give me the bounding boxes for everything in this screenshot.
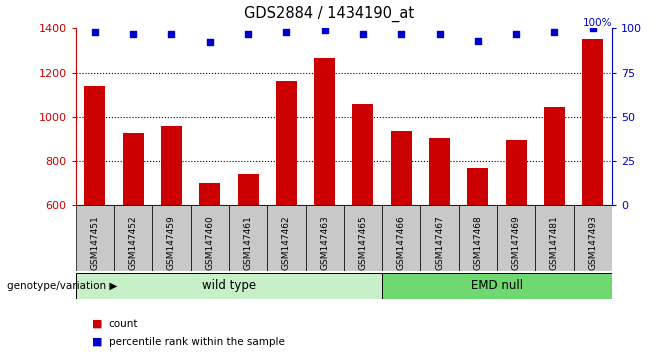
- Text: GSM147462: GSM147462: [282, 215, 291, 270]
- Bar: [382, 273, 612, 299]
- Text: percentile rank within the sample: percentile rank within the sample: [109, 337, 284, 347]
- Bar: [161, 126, 182, 205]
- Text: GSM147461: GSM147461: [243, 215, 253, 270]
- Text: GSM147468: GSM147468: [473, 215, 482, 270]
- Text: GSM147451: GSM147451: [90, 215, 99, 270]
- Bar: [191, 205, 229, 271]
- Point: [358, 31, 368, 36]
- Bar: [267, 205, 305, 271]
- Bar: [574, 205, 612, 271]
- Bar: [459, 205, 497, 271]
- Text: count: count: [109, 319, 138, 329]
- Bar: [467, 168, 488, 205]
- Point: [588, 25, 598, 31]
- Bar: [305, 205, 344, 271]
- Bar: [497, 205, 536, 271]
- Text: GSM147465: GSM147465: [359, 215, 367, 270]
- Point: [166, 31, 177, 36]
- Bar: [544, 107, 565, 205]
- Text: GSM147469: GSM147469: [512, 215, 520, 270]
- Point: [549, 29, 560, 35]
- Point: [434, 31, 445, 36]
- Bar: [114, 205, 152, 271]
- Bar: [582, 39, 603, 205]
- Bar: [382, 205, 420, 271]
- Text: GDS2884 / 1434190_at: GDS2884 / 1434190_at: [244, 5, 414, 22]
- Bar: [314, 58, 335, 205]
- Text: GSM147463: GSM147463: [320, 215, 329, 270]
- Point: [511, 31, 521, 36]
- Text: GSM147493: GSM147493: [588, 215, 597, 270]
- Bar: [391, 131, 412, 205]
- Bar: [505, 140, 526, 205]
- Bar: [199, 183, 220, 205]
- Bar: [84, 86, 105, 205]
- Point: [89, 29, 100, 35]
- Text: ■: ■: [92, 319, 103, 329]
- Text: EMD null: EMD null: [471, 279, 523, 292]
- Text: GSM147460: GSM147460: [205, 215, 215, 270]
- Point: [319, 27, 330, 33]
- Point: [128, 31, 138, 36]
- Bar: [420, 205, 459, 271]
- Bar: [76, 205, 114, 271]
- Text: wild type: wild type: [202, 279, 256, 292]
- Bar: [76, 273, 382, 299]
- Text: ■: ■: [92, 337, 103, 347]
- Bar: [276, 81, 297, 205]
- Text: GSM147466: GSM147466: [397, 215, 406, 270]
- Text: genotype/variation ▶: genotype/variation ▶: [7, 281, 117, 291]
- Bar: [536, 205, 574, 271]
- Text: GSM147467: GSM147467: [435, 215, 444, 270]
- Point: [281, 29, 291, 35]
- Text: 100%: 100%: [582, 18, 612, 28]
- Bar: [122, 133, 143, 205]
- Point: [205, 40, 215, 45]
- Point: [243, 31, 253, 36]
- Point: [472, 38, 483, 44]
- Bar: [229, 205, 267, 271]
- Bar: [152, 205, 191, 271]
- Text: GSM147481: GSM147481: [550, 215, 559, 270]
- Bar: [344, 205, 382, 271]
- Point: [396, 31, 407, 36]
- Text: GSM147452: GSM147452: [128, 215, 138, 270]
- Bar: [429, 138, 450, 205]
- Bar: [238, 174, 259, 205]
- Bar: [353, 103, 374, 205]
- Text: GSM147459: GSM147459: [167, 215, 176, 270]
